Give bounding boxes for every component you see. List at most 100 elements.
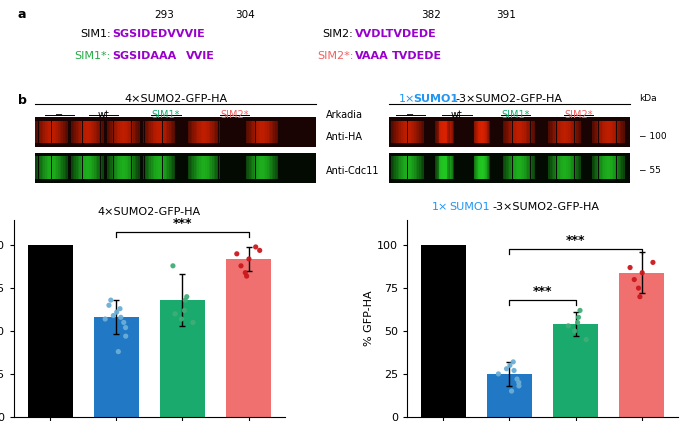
- Bar: [130, 157, 132, 179]
- Bar: [43, 121, 45, 143]
- Bar: [226, 259, 271, 417]
- Bar: [623, 157, 625, 179]
- Text: −: −: [406, 109, 414, 120]
- Bar: [256, 157, 257, 179]
- Bar: [154, 157, 156, 179]
- Y-axis label: % GFP-HA: % GFP-HA: [364, 290, 374, 346]
- Bar: [191, 121, 192, 143]
- Bar: [257, 157, 259, 179]
- Bar: [512, 157, 514, 179]
- Text: SIM2*: SIM2*: [564, 109, 593, 120]
- Point: [501, 365, 512, 372]
- Bar: [166, 157, 167, 179]
- Point: [493, 370, 504, 377]
- Bar: [51, 121, 53, 143]
- Bar: [246, 157, 247, 179]
- Bar: [556, 121, 558, 143]
- Bar: [153, 121, 154, 143]
- Bar: [71, 157, 73, 179]
- Bar: [101, 121, 102, 143]
- Bar: [158, 121, 159, 143]
- Bar: [56, 121, 58, 143]
- Bar: [435, 121, 436, 143]
- Bar: [603, 121, 605, 143]
- Bar: [45, 157, 47, 179]
- Bar: [486, 157, 488, 179]
- Text: SIM1*:: SIM1*:: [75, 51, 111, 61]
- Bar: [133, 157, 135, 179]
- Bar: [478, 157, 480, 179]
- Bar: [523, 157, 524, 179]
- Bar: [440, 121, 441, 143]
- Bar: [130, 121, 132, 143]
- Bar: [254, 121, 256, 143]
- Bar: [89, 121, 90, 143]
- Bar: [96, 121, 97, 143]
- Bar: [148, 121, 149, 143]
- Bar: [38, 121, 40, 143]
- Bar: [188, 157, 189, 179]
- Bar: [449, 121, 451, 143]
- Bar: [610, 157, 612, 179]
- Bar: [406, 121, 408, 143]
- Bar: [246, 121, 247, 143]
- Bar: [277, 121, 278, 143]
- Bar: [189, 121, 190, 143]
- Bar: [568, 121, 569, 143]
- Bar: [488, 157, 489, 179]
- Bar: [404, 157, 406, 179]
- Bar: [514, 157, 516, 179]
- Bar: [527, 157, 529, 179]
- Bar: [571, 157, 573, 179]
- Bar: [217, 121, 219, 143]
- Bar: [475, 157, 477, 179]
- Bar: [391, 157, 393, 179]
- Bar: [532, 121, 534, 143]
- Bar: [437, 157, 438, 179]
- Bar: [206, 121, 207, 143]
- Bar: [127, 121, 128, 143]
- Point: [241, 273, 252, 280]
- Bar: [398, 157, 399, 179]
- Bar: [145, 121, 146, 143]
- Point: [573, 314, 584, 321]
- Bar: [40, 121, 42, 143]
- Point: [108, 312, 119, 319]
- Bar: [84, 157, 86, 179]
- Text: SIM1*: SIM1*: [152, 109, 180, 120]
- Bar: [136, 121, 138, 143]
- Text: wt: wt: [98, 109, 110, 120]
- Bar: [597, 121, 599, 143]
- Bar: [477, 157, 478, 179]
- Bar: [256, 121, 257, 143]
- Bar: [257, 121, 259, 143]
- Bar: [525, 157, 527, 179]
- Bar: [259, 157, 260, 179]
- Bar: [146, 157, 148, 179]
- Bar: [395, 121, 396, 143]
- Bar: [47, 157, 48, 179]
- Bar: [128, 157, 129, 179]
- Bar: [592, 157, 594, 179]
- Bar: [262, 157, 264, 179]
- Bar: [570, 121, 571, 143]
- Bar: [132, 121, 133, 143]
- Bar: [550, 157, 551, 179]
- Bar: [162, 121, 164, 143]
- Bar: [605, 121, 607, 143]
- Bar: [448, 121, 449, 143]
- Bar: [217, 157, 219, 179]
- Point: [647, 259, 658, 266]
- Bar: [549, 121, 550, 143]
- Bar: [273, 121, 275, 143]
- Point: [254, 247, 265, 254]
- Bar: [125, 157, 127, 179]
- Bar: [215, 121, 217, 143]
- Bar: [174, 157, 175, 179]
- Bar: [167, 157, 169, 179]
- Bar: [488, 121, 489, 143]
- Bar: [133, 121, 135, 143]
- Bar: [446, 157, 447, 179]
- Bar: [149, 157, 151, 179]
- Point: [250, 244, 261, 250]
